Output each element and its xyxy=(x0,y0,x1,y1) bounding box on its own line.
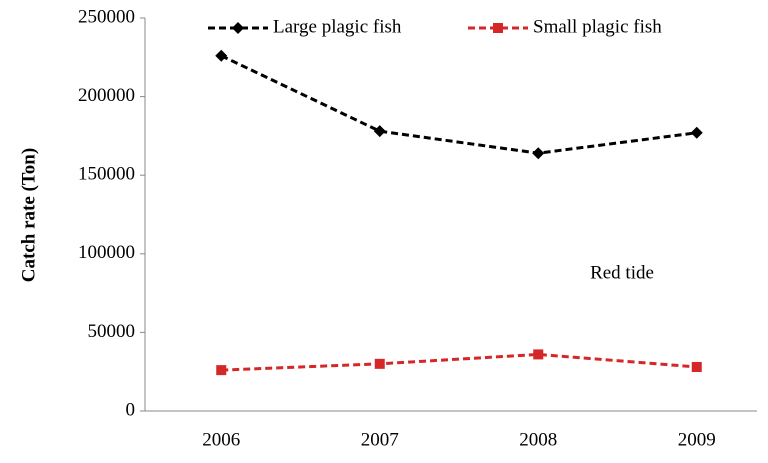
data-point xyxy=(691,361,702,372)
x-tick-label: 2006 xyxy=(202,429,240,450)
y-axis-label: Catch rate (Ton) xyxy=(18,148,39,282)
y-tick-label: 150000 xyxy=(78,164,135,185)
x-tick-label: 2009 xyxy=(678,429,716,450)
series-line xyxy=(221,352,697,372)
annotation: Red tide xyxy=(590,262,654,283)
legend-marker xyxy=(493,23,503,33)
y-tick-label: 50000 xyxy=(88,321,136,342)
data-point xyxy=(374,358,385,369)
legend-marker xyxy=(232,22,244,34)
y-tick-label: 250000 xyxy=(78,6,135,27)
data-point xyxy=(373,125,386,138)
y-tick-label: 200000 xyxy=(78,85,135,106)
data-point xyxy=(215,49,228,62)
series-line xyxy=(220,54,697,155)
x-tick-label: 2007 xyxy=(361,429,399,450)
y-tick-label: 0 xyxy=(126,399,136,420)
data-point xyxy=(533,349,544,360)
legend-label: Large plagic fish xyxy=(273,16,402,37)
data-point xyxy=(690,126,703,139)
data-point xyxy=(532,147,545,160)
y-tick-label: 100000 xyxy=(78,242,135,263)
data-point xyxy=(216,365,227,376)
x-tick-label: 2008 xyxy=(519,429,557,450)
legend-label: Small plagic fish xyxy=(533,16,662,37)
